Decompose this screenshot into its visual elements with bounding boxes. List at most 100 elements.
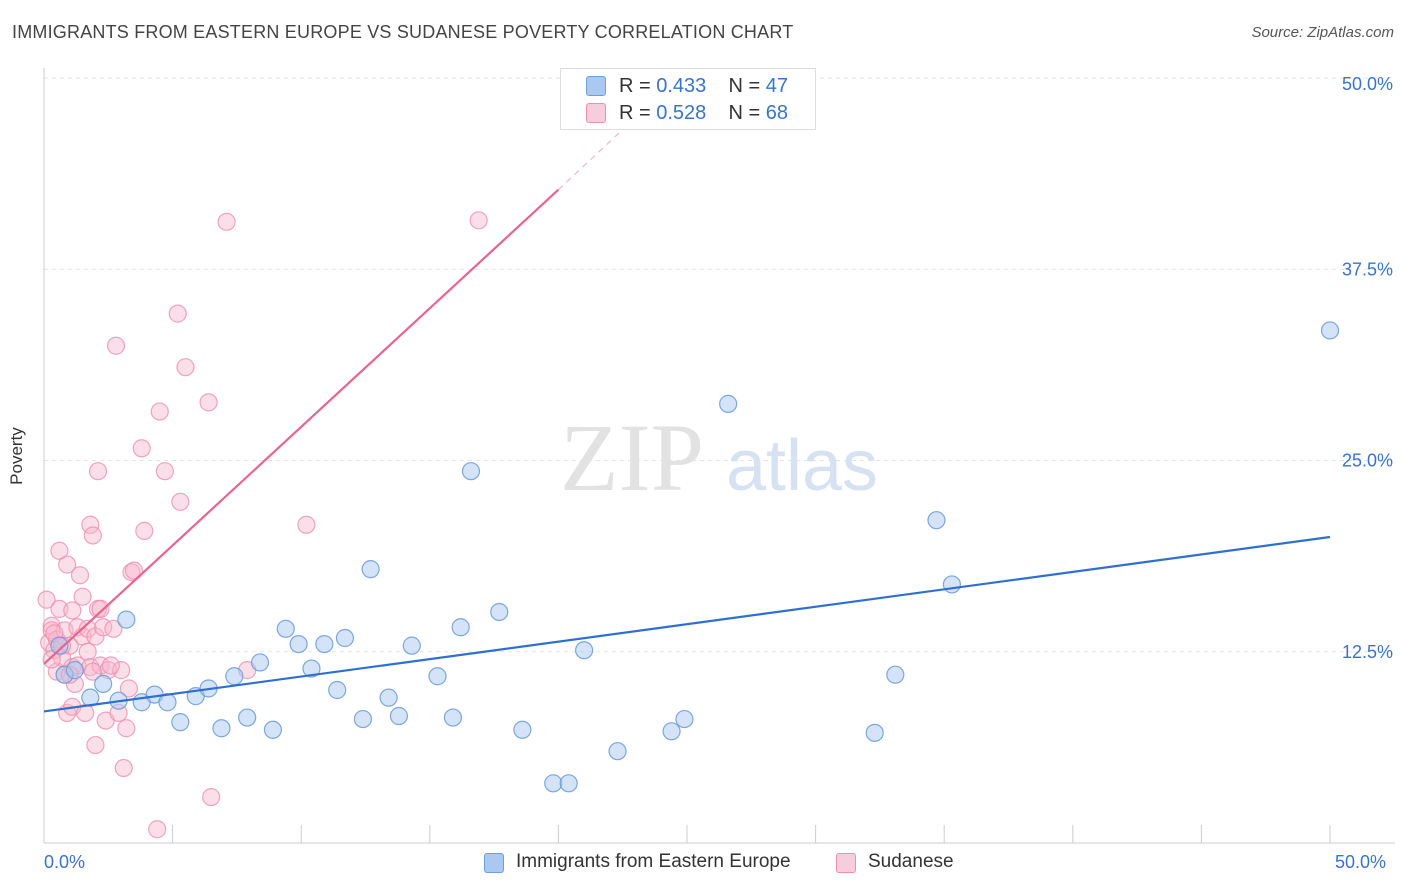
legend-swatch-pink <box>836 853 856 873</box>
data-point-sudanese <box>63 601 82 620</box>
data-point-sudanese <box>112 661 131 680</box>
data-point-eastern-europe <box>65 661 84 680</box>
data-point-eastern-europe <box>250 653 270 672</box>
data-point-eastern-europe <box>335 628 355 648</box>
data-point-sudanese <box>104 619 123 638</box>
data-point-sudanese <box>42 621 61 640</box>
data-point-sudanese <box>168 304 187 323</box>
data-point-eastern-europe <box>927 511 946 530</box>
data-point-eastern-europe <box>361 560 380 579</box>
data-point-sudanese <box>50 541 69 560</box>
data-point-sudanese <box>42 650 61 669</box>
data-point-eastern-europe <box>719 394 738 413</box>
legend-label: Sudanese <box>868 851 954 872</box>
trend-line-eastern-europe <box>43 535 1331 713</box>
data-point-sudanese <box>114 758 133 778</box>
watermark: ZIP atlas <box>560 404 878 511</box>
data-point-sudanese <box>86 735 105 755</box>
data-point-sudanese <box>83 662 102 681</box>
data-point-eastern-europe <box>608 742 627 761</box>
data-point-sudanese <box>176 358 195 377</box>
legend-swatch-pink <box>586 103 606 123</box>
data-point-sudanese <box>148 820 167 839</box>
data-point-eastern-europe <box>675 709 694 729</box>
data-point-sudanese <box>88 462 108 481</box>
data-point-sudanese <box>78 619 97 638</box>
data-point-eastern-europe <box>513 720 532 739</box>
data-point-sudanese <box>106 336 126 355</box>
series-sudanese <box>37 211 488 839</box>
source-label: Source: ZipAtlas.com <box>1251 24 1394 41</box>
data-point-eastern-europe <box>171 713 190 732</box>
data-point-sudanese <box>132 439 151 458</box>
data-point-sudanese <box>73 587 92 606</box>
x-tick-label-max: 50.0% <box>1335 852 1387 872</box>
legend-n-value: 47 <box>765 75 789 97</box>
data-point-sudanese <box>199 393 218 412</box>
legend-r-value: 0.433 <box>656 75 707 97</box>
data-point-sudanese <box>124 561 144 580</box>
data-point-eastern-europe <box>225 667 244 686</box>
y-tick-label: 50.0% <box>1342 74 1393 94</box>
y-tick-labels: 12.5% 25.0% 37.5% 50.0% <box>1342 74 1393 662</box>
data-point-eastern-europe <box>402 636 421 655</box>
data-point-eastern-europe <box>662 722 681 741</box>
data-point-eastern-europe <box>117 610 136 629</box>
x-tick-label-min: 0.0% <box>44 852 86 872</box>
legend-n-label: N = <box>728 75 766 97</box>
trend-line-sudanese <box>43 188 560 665</box>
data-point-eastern-europe <box>886 665 905 684</box>
data-point-sudanese <box>119 679 138 698</box>
legend-r-label: R = <box>619 102 657 124</box>
legend-r-label: R = <box>619 75 657 97</box>
data-point-eastern-europe <box>451 618 470 637</box>
data-point-sudanese <box>101 656 120 675</box>
y-tick-label: 25.0% <box>1342 451 1393 471</box>
data-point-eastern-europe <box>276 619 295 638</box>
data-point-eastern-europe <box>263 720 283 739</box>
data-point-sudanese <box>202 787 221 807</box>
data-point-eastern-europe <box>94 674 113 693</box>
data-point-eastern-europe <box>389 706 409 726</box>
data-point-eastern-europe <box>289 634 308 654</box>
y-tick-label: 12.5% <box>1342 642 1393 662</box>
legend-label: Immigrants from Eastern Europe <box>516 851 791 872</box>
data-point-sudanese <box>469 211 488 230</box>
legend-n-label: N = <box>728 102 766 124</box>
data-point-sudanese <box>217 212 236 231</box>
data-point-sudanese <box>117 719 136 738</box>
correlation-legend: R = 0.433 N = 47 R = 0.528 N = 68 <box>560 68 816 130</box>
watermark-atlas: atlas <box>726 426 878 506</box>
series-eastern-europe <box>50 321 1340 793</box>
y-tick-label: 37.5% <box>1342 259 1393 279</box>
data-point-eastern-europe <box>50 636 69 655</box>
data-point-eastern-europe <box>544 774 563 793</box>
data-point-sudanese <box>78 642 97 661</box>
data-point-eastern-europe <box>461 462 481 481</box>
data-point-eastern-europe <box>238 708 257 727</box>
chart-title: IMMIGRANTS FROM EASTERN EUROPE VS SUDANE… <box>12 22 794 42</box>
data-point-sudanese <box>81 515 100 534</box>
data-point-sudanese <box>135 521 154 540</box>
y-axis-label: Poverty <box>7 427 26 485</box>
data-point-sudanese <box>83 526 102 545</box>
data-point-eastern-europe <box>490 602 509 622</box>
legend-swatch-blue <box>586 76 606 96</box>
gridlines <box>44 77 1395 653</box>
data-point-sudanese <box>171 492 190 511</box>
axes <box>43 68 1395 844</box>
legend-n-value: 68 <box>765 102 789 124</box>
data-point-eastern-europe <box>559 774 578 793</box>
watermark-zip: ZIP <box>560 404 704 511</box>
data-point-eastern-europe <box>315 634 334 654</box>
data-point-eastern-europe <box>942 575 962 594</box>
data-point-eastern-europe <box>379 688 398 707</box>
data-point-eastern-europe <box>865 723 884 742</box>
data-point-sudanese <box>91 599 110 619</box>
data-point-eastern-europe <box>1320 321 1340 340</box>
data-point-eastern-europe <box>443 708 463 727</box>
legend-r-value: 0.528 <box>656 102 707 124</box>
data-point-eastern-europe <box>328 680 347 700</box>
data-point-sudanese <box>70 566 90 585</box>
